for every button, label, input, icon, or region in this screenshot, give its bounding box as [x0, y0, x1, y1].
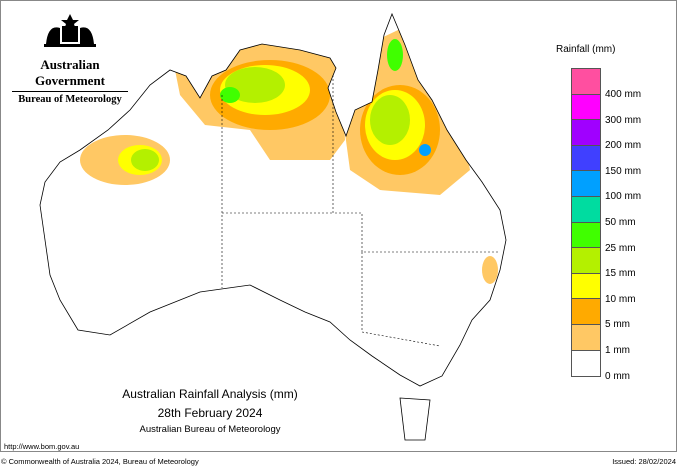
government-logo: Australian Government Bureau of Meteorol… — [8, 10, 132, 105]
legend-title: Rainfall (mm) — [556, 44, 616, 55]
map-source: Australian Bureau of Meteorology — [139, 424, 281, 435]
legend-swatch — [572, 120, 600, 146]
legend-label: 400 mm — [605, 89, 642, 100]
legend-label: 5 mm — [605, 319, 630, 331]
map-date: 28th February 2024 — [157, 406, 263, 420]
legend-swatch — [572, 350, 600, 377]
legend-swatch — [572, 145, 600, 172]
legend-swatch — [572, 273, 600, 300]
legend-swatch — [572, 171, 600, 197]
legend-swatch — [572, 248, 600, 274]
legend-label: 1 mm — [605, 345, 630, 356]
legend-swatch — [572, 196, 600, 223]
legend-swatch — [572, 299, 600, 325]
legend-swatch — [572, 94, 600, 121]
legend-label: 200 mm — [605, 140, 642, 152]
website-link[interactable]: http://www.bom.gov.au — [4, 442, 80, 451]
coat-of-arms-icon — [44, 14, 96, 47]
copyright: © Commonwealth of Australia 2024, Bureau… — [1, 457, 199, 466]
legend-label: 0 mm — [605, 370, 630, 382]
map-frame — [0, 0, 677, 452]
issued-date: Issued: 28/02/2024 — [612, 457, 676, 466]
legend-swatch — [572, 324, 600, 351]
rainfall-overlay — [80, 14, 498, 284]
legend-label: 15 mm — [605, 268, 636, 280]
map-title: Australian Rainfall Analysis (mm) — [122, 387, 298, 401]
legend-label: 100 mm — [605, 191, 642, 203]
legend-label: 10 mm — [605, 293, 636, 305]
legend-label: 150 mm — [605, 165, 642, 177]
government-name: Australian Government — [34, 57, 106, 88]
legend-label: 300 mm — [605, 114, 642, 126]
tasmania — [399, 397, 431, 441]
state-borders — [221, 75, 500, 347]
agency-name: Bureau of Meteorology — [18, 94, 122, 105]
legend-label: 25 mm — [605, 242, 636, 254]
legend-swatch — [572, 69, 600, 95]
color-legend — [571, 68, 601, 378]
legend-label: 50 mm — [605, 217, 636, 228]
legend-swatch — [572, 222, 600, 249]
